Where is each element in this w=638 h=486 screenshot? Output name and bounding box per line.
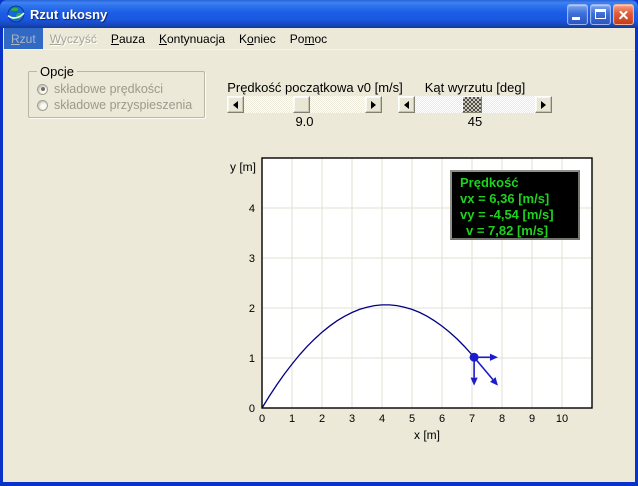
x-tick-label: 8	[499, 413, 505, 425]
x-tick-label: 3	[349, 413, 355, 425]
scroll-right-button[interactable]	[365, 96, 382, 113]
angle-slider-label: Kąt wyrzutu [deg]	[424, 80, 526, 95]
angle-slider[interactable]	[398, 96, 552, 113]
plot-area: 0 1 2 3 4 5 6 7 8 9 10 0 1 2 3 4 x [m] y [m] Prędkość vx …	[222, 146, 602, 450]
x-tick-label: 5	[409, 413, 415, 425]
x-axis-label: x [m]	[414, 428, 440, 442]
arrow-left-icon	[404, 100, 409, 109]
y-tick-label: 3	[249, 253, 255, 265]
slider-thumb[interactable]	[462, 96, 482, 113]
y-tick-label: 2	[249, 303, 255, 315]
menu-bar: Rzut Wyczyść Pauza Kontynuacja Koniec Pomoc	[3, 28, 635, 50]
v-arrow-head	[490, 377, 498, 386]
slider-thumb[interactable]	[293, 96, 310, 113]
radio-label: składowe przyspieszenia	[54, 98, 193, 112]
y-axis-label: y [m]	[230, 160, 256, 174]
vy-arrow-head	[470, 377, 478, 386]
velocity-info-panel: Prędkość vx = 6,36 [m/s] vy = -4,54 [m/s…	[450, 170, 580, 240]
velocity-value: 9.0	[295, 114, 314, 129]
maximize-button[interactable]	[590, 4, 611, 25]
menu-item-rzut[interactable]: Rzut	[4, 28, 43, 49]
scroll-track[interactable]	[415, 96, 535, 113]
menu-item-wyczyść[interactable]: Wyczyść	[49, 32, 97, 46]
y-tick-label: 4	[249, 203, 255, 215]
info-vx: vx = 6,36 [m/s]	[460, 191, 550, 206]
trajectory-curve	[261, 304, 475, 409]
menu-item-pauza[interactable]: Pauza	[110, 32, 145, 46]
globe-icon	[7, 5, 25, 23]
x-tick-label: 1	[289, 413, 295, 425]
plot-frame	[261, 157, 593, 409]
x-tick-label: 7	[469, 413, 475, 425]
angle-value: 45	[467, 114, 483, 129]
radio-button-icon[interactable]	[37, 83, 48, 95]
info-vy: vy = -4,54 [m/s]	[460, 207, 554, 222]
scroll-right-button[interactable]	[535, 96, 552, 113]
radio-button-icon[interactable]	[37, 99, 48, 111]
scroll-left-button[interactable]	[398, 96, 415, 113]
options-legend: Opcje	[37, 64, 77, 79]
x-tick-label: 9	[529, 413, 535, 425]
options-groupbox: Opcje składowe prędkości składowe przysp…	[28, 64, 205, 118]
radio-label: składowe prędkości	[54, 82, 164, 96]
scroll-track[interactable]	[244, 96, 365, 113]
window-title: Rzut ukosny	[30, 6, 108, 22]
menu-item-pomoc[interactable]: Pomoc	[289, 32, 328, 46]
vx-arrow-head	[489, 353, 498, 361]
maximize-icon	[595, 9, 606, 19]
scroll-left-button[interactable]	[227, 96, 244, 113]
x-tick-label: 0	[259, 413, 265, 425]
radio-skladowe-predkosci[interactable]: składowe prędkości	[37, 82, 163, 96]
radio-skladowe-przyspieszenia[interactable]: składowe przyspieszenia	[37, 98, 192, 112]
arrow-right-icon	[371, 100, 376, 109]
x-tick-label: 10	[556, 413, 568, 425]
y-tick-label: 0	[249, 403, 255, 415]
x-tick-label: 2	[319, 413, 325, 425]
x-tick-label: 6	[439, 413, 445, 425]
x-tick-label: 4	[379, 413, 385, 425]
info-title: Prędkość	[460, 175, 519, 190]
arrow-left-icon	[233, 100, 238, 109]
client-area: Rzut Wyczyść Pauza Kontynuacja Koniec Pomoc O…	[3, 28, 635, 482]
arrow-right-icon	[541, 100, 546, 109]
y-tick-label: 1	[249, 353, 255, 365]
title-bar[interactable]: Rzut ukosny	[0, 0, 638, 28]
velocity-slider-label: Prędkość początkowa v0 [m/s]	[227, 80, 403, 95]
projectile-ball	[469, 352, 479, 362]
minimize-icon	[572, 17, 580, 20]
minimize-button[interactable]	[567, 4, 588, 25]
close-button[interactable]	[613, 4, 634, 25]
window-controls	[567, 4, 634, 25]
info-v: v = 7,82 [m/s]	[466, 223, 549, 238]
velocity-slider[interactable]	[227, 96, 382, 113]
menu-item-koniec[interactable]: Koniec	[239, 32, 276, 46]
menu-item-kontynuacja[interactable]: Kontynuacja	[158, 32, 226, 46]
v-arrow	[473, 356, 494, 381]
